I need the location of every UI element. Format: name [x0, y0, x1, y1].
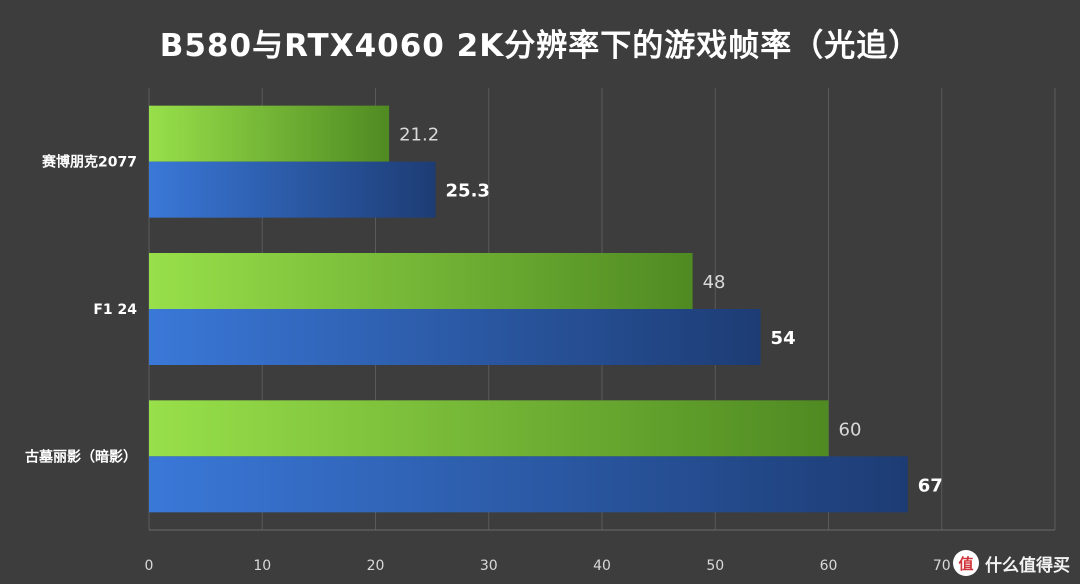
category-label: F1 24 [93, 302, 137, 318]
data-label: 25.3 [446, 181, 490, 202]
bar-series-2 [149, 309, 761, 365]
watermark-logo-icon: 值 [953, 550, 979, 576]
x-tick-label: 40 [593, 558, 611, 574]
watermark: 值 什么值得买 [953, 550, 1070, 576]
x-tick-label: 60 [820, 558, 838, 574]
data-label: 67 [918, 475, 943, 496]
data-label: 60 [839, 419, 862, 440]
bar-series-1 [149, 253, 693, 309]
x-tick-label: 20 [367, 558, 385, 574]
watermark-text: 什么值得买 [985, 555, 1070, 576]
data-label: 54 [771, 328, 796, 349]
data-label: 48 [703, 272, 726, 293]
bars [149, 105, 908, 513]
bar-series-2 [149, 456, 908, 513]
bar-series-1 [149, 105, 390, 162]
x-tick-label: 30 [480, 558, 498, 574]
bar-series-1 [149, 400, 829, 457]
data-label: 21.2 [399, 125, 439, 146]
x-tick-label: 50 [706, 558, 724, 574]
chart-title: B580与RTX4060 2K分辨率下的游戏帧率（光追） [159, 28, 921, 64]
x-tick-label: 70 [933, 558, 951, 574]
x-tick-label: 10 [253, 558, 271, 574]
x-tick-label: 0 [145, 558, 154, 574]
category-label: 赛博朋克2077 [41, 154, 137, 171]
labels: 0 10 20 30 40 50 60 70 赛博朋克2077 21.2 25.3 F1 24 48 54… [25, 125, 951, 574]
category-label: 古墓丽影（暗影） [25, 448, 137, 465]
bar-series-2 [149, 161, 436, 218]
